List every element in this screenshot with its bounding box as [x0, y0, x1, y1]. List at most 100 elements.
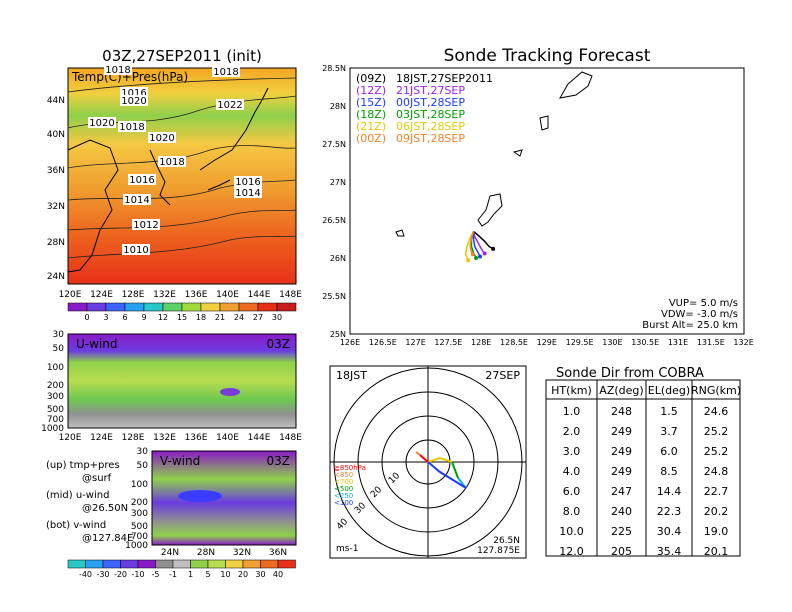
table-cell: 24.6 [704, 405, 729, 418]
isobar-label: 1018 [105, 65, 130, 76]
vwind-lat-labels: 24N 28N 32N 36N [161, 548, 287, 558]
uwind-lon-labels: 120E 124E 128E 132E 136E 140E 144E 148E [59, 433, 303, 443]
lat-tick-label: 25.5N [322, 292, 346, 301]
isobar-label: 1016 [235, 177, 260, 188]
table-cell: 249 [611, 425, 632, 438]
lon-tick-label: 131E [668, 338, 688, 347]
colorbar-swatch [102, 559, 121, 569]
lat-tick-label: 28.5N [322, 64, 346, 73]
pressure-tick-label: 700 [131, 532, 148, 542]
colorbar-tick: 27 [253, 313, 263, 322]
colorbar-swatch [172, 559, 191, 569]
polar-legend-item: <100 [334, 499, 353, 507]
pressure-tick-label: 1000 [41, 424, 64, 434]
colorbar-tick: 40 [273, 570, 283, 579]
colorbar-tick: -1 [169, 570, 177, 579]
lon-tick-label: 124E [90, 290, 113, 300]
lat-tick-label: 32N [47, 202, 65, 212]
isobar-label-bg [120, 87, 148, 98]
lat-tick-label: 36N [269, 548, 287, 558]
vwind-label: V-wind [160, 454, 200, 468]
lon-tick-label: 124E [90, 433, 113, 443]
table-cell: 22.3 [657, 505, 682, 518]
lat-tick-label: 44N [47, 96, 65, 106]
lat-tick-label: 32N [233, 548, 251, 558]
colorbar-swatch [276, 302, 297, 312]
legend-note-line2: @26.50N [82, 503, 128, 514]
trajectory-end-point [482, 251, 487, 256]
lon-tick-label: 129E [537, 338, 557, 347]
polar-legend-item: ≧850hPa [334, 464, 366, 472]
legend-note-line2: @127.84E [82, 533, 133, 544]
table-title: Sonde Dir from COBRA [556, 366, 704, 381]
isobar-label: 1020 [149, 133, 174, 144]
isobar-label: 1010 [123, 245, 148, 256]
polar-legend-item: <850 [334, 471, 353, 479]
table-cell: 6.0 [660, 445, 678, 458]
temp-map-label: Temp(C)+Pres(hPa) [71, 70, 188, 84]
table-cell: 22.7 [704, 485, 729, 498]
legend-note-line2: @surf [82, 473, 112, 484]
lon-tick-label: 130E [602, 338, 622, 347]
panel-legend-notes: (up) tmp+pres @surf (mid) u-wind @26.50N (bo… [46, 460, 133, 544]
colorbar-tick: -5 [152, 570, 160, 579]
colorbar-swatch [105, 302, 126, 312]
colorbar-swatch [257, 302, 278, 312]
table-cell: 1.5 [660, 405, 678, 418]
polar-legend-item: <250 [334, 492, 353, 500]
lon-tick-label: 128E [122, 290, 145, 300]
pressure-tick-label: 500 [47, 405, 64, 415]
colorbar-swatch [181, 302, 202, 312]
table-cell: 3.7 [660, 425, 678, 438]
table-cell: 30.4 [657, 525, 682, 538]
colorbar-tick: 30 [272, 313, 282, 322]
colorbar-tick: 0 [84, 313, 89, 322]
temp-colorbar: 0 3 6 9 12 15 18 21 24 27 30 [67, 302, 297, 322]
legend-note-line1: (bot) v-wind [46, 520, 106, 531]
legend-note-line1: (up) tmp+pres [46, 460, 120, 471]
table-cell: 3.0 [563, 445, 581, 458]
track-legend-run: (12Z) [356, 84, 386, 97]
lon-tick-label: 136E [185, 433, 208, 443]
lon-tick-label: 144E [248, 433, 271, 443]
uwind-label: U-wind [76, 337, 117, 351]
colorbar-tick: 6 [122, 313, 127, 322]
colorbar-swatch [242, 559, 261, 569]
polar-hodograph [415, 451, 467, 489]
track-legend-text: 18JST,27SEP2011 [396, 72, 493, 85]
colorbar-swatch [120, 559, 139, 569]
left-lat-labels: 44N 40N 36N 32N 28N 24N [47, 96, 65, 282]
colorbar-tick: -20 [114, 570, 127, 579]
vwind-time: 03Z [267, 454, 291, 468]
pressure-tick-label: 700 [47, 415, 64, 425]
isobar-label-bg [88, 117, 116, 128]
isobar-label-bg [216, 99, 244, 110]
polar-legend: ≧850hPa<850<700<500<250<100 [334, 464, 366, 507]
colorbar-tick: 1 [188, 570, 193, 579]
colorbar-tick: -30 [96, 570, 109, 579]
uwind-field [67, 333, 297, 429]
pressure-tick-label: 100 [131, 480, 148, 490]
table-cell: 25.2 [704, 445, 729, 458]
colorbar-tick: 9 [141, 313, 146, 322]
colorbar-swatch [190, 559, 209, 569]
table-header-cell: RNG(km) [691, 384, 741, 397]
colorbar-tick: 12 [158, 313, 168, 322]
isobar-label: 1014 [124, 195, 149, 206]
colorbar-swatch [207, 559, 226, 569]
lon-tick-label: 140E [216, 290, 239, 300]
polar-lat: 26.5N [493, 536, 520, 546]
trajectory-series [472, 231, 481, 257]
table-header-cell: EL(deg) [648, 384, 690, 397]
isobar-label: 1016 [121, 88, 146, 99]
sonde-table: HT(km) AZ(deg) EL(deg) RNG(km) 1.0 248 1.5 24.6… [545, 379, 741, 558]
table-cell: 6.0 [563, 485, 581, 498]
left-panel-title: 03Z,27SEP2011 (init) [102, 47, 262, 65]
lon-tick-label: 136E [185, 290, 208, 300]
colorbar-swatch [85, 559, 104, 569]
colorbar-tick: 18 [196, 313, 206, 322]
isobar-label: 1020 [121, 96, 146, 107]
lon-tick-label: 126.5E [369, 338, 397, 347]
lat-tick-label: 27.5N [322, 140, 346, 149]
